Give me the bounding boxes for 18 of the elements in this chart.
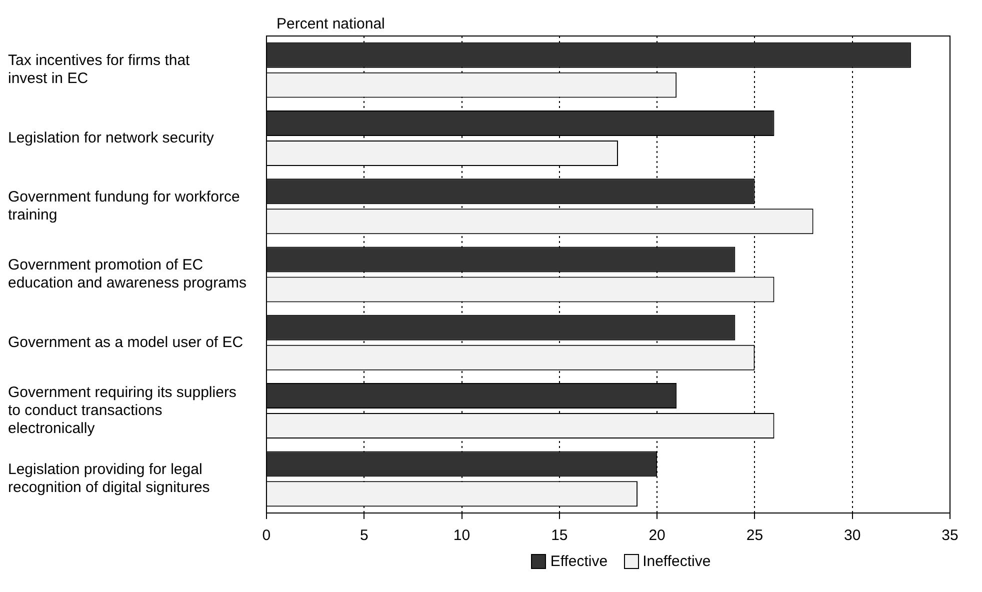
x-tick-label: 0 — [262, 527, 271, 544]
x-tick-label: 10 — [453, 527, 470, 544]
legend-label: Effective — [550, 553, 608, 570]
x-tick-label: 35 — [942, 527, 958, 544]
x-tick-label: 25 — [746, 527, 764, 544]
legend-label: Ineffective — [642, 553, 711, 570]
x-tick-label: 15 — [551, 527, 568, 544]
y-tick-label: Legislation providing for legal recognition of digital signitures — [8, 461, 210, 496]
x-tick-label: 5 — [360, 527, 368, 544]
chart-title: Percent national — [276, 16, 385, 33]
y-tick-label: Government promotion of EC education and awareness programs — [8, 256, 246, 292]
y-tick-label: Government requiring its suppliers to conduct transactions electronically — [8, 384, 236, 437]
y-tick-label: Tax incentives for firms that invest in EC — [8, 52, 191, 88]
y-tick-label: Legislation for network security — [8, 129, 214, 146]
x-tick-label: 20 — [648, 527, 666, 544]
x-tick-label: 30 — [844, 527, 861, 544]
y-tick-label: Government fundung for workforce training — [8, 188, 240, 224]
y-tick-label: Government as a model user of EC — [8, 334, 244, 351]
